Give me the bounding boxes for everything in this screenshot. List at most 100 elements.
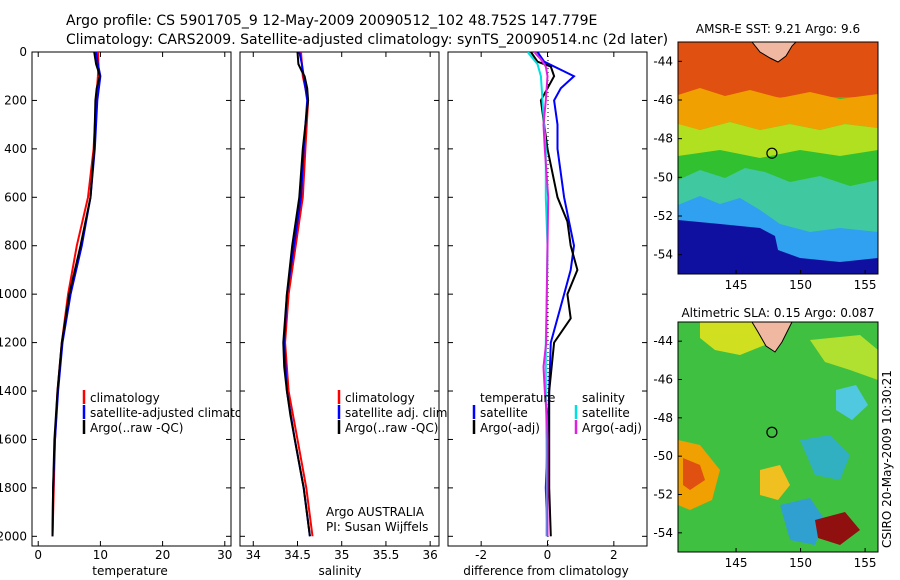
header-line2: Climatology: CARS2009. Satellite-adjuste… <box>66 32 668 48</box>
legend-label-sal-satellite: satellite <box>582 406 630 420</box>
salinity-axes-frame <box>239 51 440 547</box>
y-tick-label: 1600 <box>0 432 27 446</box>
x-tick-label: 30 <box>217 548 232 562</box>
sst-teal-band <box>678 168 878 248</box>
temperature-xlabel: temperature <box>92 564 167 578</box>
sla-map-field <box>678 322 878 552</box>
argo-float-marker <box>766 147 778 159</box>
sla-map-panel: Altimetric SLA: 0.15 Argo: 0.087 145 150 1… <box>653 306 879 570</box>
map-x-tick-label: 150 <box>789 556 812 570</box>
x-tick-label: 0 <box>544 548 552 562</box>
map-x-tick-label: 155 <box>854 556 877 570</box>
sst-yellow-band <box>678 122 878 158</box>
sst-map-frame <box>677 41 879 275</box>
map-y-tick-label: -48 <box>653 132 673 146</box>
map-y-tick-label: -54 <box>653 526 673 540</box>
x-tick-label: 10 <box>93 548 108 562</box>
sla-orange-mid <box>760 465 790 500</box>
x-tick-label: 2 <box>610 548 618 562</box>
map-y-tick-label: -44 <box>653 334 673 348</box>
temperature-panel: 0 10 20 30 0 200 400 600 800 1000 1200 1400 1600 1800… <box>0 45 268 578</box>
sst-map-ticks: 145 150 155 -44 -46 -48 -50 -52 -54 <box>653 54 876 292</box>
csiro-timestamp: CSIRO 20-May-2009 10:30:21 <box>880 370 894 548</box>
sla-dark-red <box>815 512 860 545</box>
sla-red-west <box>683 458 705 490</box>
map-x-tick-label: 150 <box>789 278 812 292</box>
difference-xlabel: difference from climatology <box>463 564 629 578</box>
legend-label-sal-argo: Argo(-adj) <box>582 421 642 435</box>
x-tick-label: -2 <box>475 548 487 562</box>
x-tick-label: 35 <box>334 548 349 562</box>
series-line <box>51 52 101 537</box>
map-y-tick-label: -52 <box>653 488 673 502</box>
sla-cyan-1 <box>800 435 850 480</box>
difference-lines <box>526 52 579 537</box>
map-y-tick-label: -46 <box>653 93 673 107</box>
temperature-axes-frame <box>31 51 232 547</box>
map-y-tick-label: -52 <box>653 209 673 223</box>
y-tick-label: 0 <box>19 45 27 59</box>
header-line1: Argo profile: CS 5901705_9 12-May-2009 2… <box>66 13 597 29</box>
sla-map-title: Altimetric SLA: 0.15 Argo: 0.087 <box>681 306 874 320</box>
difference-legend: temperature salinity satellite Argo(-adj… <box>472 391 642 435</box>
map-x-tick-label: 145 <box>725 278 748 292</box>
x-tick-label: 36 <box>423 548 438 562</box>
series-line <box>282 52 311 537</box>
argo-float-marker <box>766 426 778 438</box>
legend-label-argo: Argo(..raw -QC) <box>90 421 183 435</box>
x-tick-label: 0 <box>34 548 42 562</box>
salinity-lines <box>282 52 314 537</box>
map-y-tick-label: -54 <box>653 248 673 262</box>
map-y-tick-label: -46 <box>653 373 673 387</box>
temperature-ticks: 0 10 20 30 0 200 400 600 800 1000 1200 1400 1600 1800… <box>0 45 232 562</box>
legend-label-climatology: climatology <box>345 391 415 405</box>
x-tick-label: 34.5 <box>284 548 311 562</box>
x-tick-label: 20 <box>155 548 170 562</box>
sst-map-title: AMSR-E SST: 9.21 Argo: 9.6 <box>696 22 860 36</box>
x-tick-label: 35.5 <box>373 548 400 562</box>
y-tick-label: 600 <box>4 190 27 204</box>
sla-cyan-2 <box>780 498 825 545</box>
series-line <box>530 52 579 537</box>
map-y-tick-label: -50 <box>653 449 673 463</box>
temperature-legend: climatology satellite-adjusted climatolo… <box>82 390 268 435</box>
salinity-legend: climatology satellite adj. clim. Argo(..… <box>337 390 451 435</box>
map-y-tick-label: -48 <box>653 411 673 425</box>
y-tick-label: 1000 <box>0 287 27 301</box>
sst-dark-blue <box>678 220 878 274</box>
y-tick-label: 800 <box>4 239 27 253</box>
annotation-line2: PI: Susan Wijffels <box>326 520 428 534</box>
sla-map-ticks: 145 150 155 -44 -46 -48 -50 -52 -54 <box>653 334 876 570</box>
sst-orange-band <box>678 88 878 130</box>
legend-label-satellite-adj: satellite adj. clim. <box>345 406 451 420</box>
sla-yellow-north <box>700 322 765 355</box>
y-tick-label: 400 <box>4 142 27 156</box>
sst-map-field <box>678 42 878 274</box>
difference-panel: -2 0 2 difference from climatology tempera… <box>447 51 648 578</box>
y-tick-label: 1200 <box>0 336 27 350</box>
salinity-ticks: 34 34.5 35 35.5 36 <box>240 51 439 562</box>
tasmania-land <box>751 322 793 353</box>
sla-cyan-3 <box>836 385 868 420</box>
sla-yellow-ne <box>810 335 878 380</box>
tasmania-land <box>751 42 797 63</box>
annotation-line1: Argo AUSTRALIA <box>326 505 425 519</box>
legend-label-argo: Argo(..raw -QC) <box>345 421 438 435</box>
temperature-lines <box>51 52 102 537</box>
y-tick-label: 1800 <box>0 481 27 495</box>
map-x-tick-label: 145 <box>725 556 748 570</box>
map-y-tick-label: -44 <box>653 54 673 68</box>
legend-label-satellite-adjusted: satellite-adjusted climatology <box>90 406 268 420</box>
map-y-tick-label: -50 <box>653 170 673 184</box>
difference-ticks: -2 0 2 <box>448 51 647 562</box>
sst-map-panel: AMSR-E SST: 9.21 Argo: 9.6 145 150 155 -44 -… <box>653 22 879 292</box>
legend-label-temp-satellite: satellite <box>480 406 528 420</box>
legend-label-climatology: climatology <box>90 391 160 405</box>
series-line <box>533 52 550 537</box>
x-tick-label: 34 <box>246 548 261 562</box>
map-x-tick-label: 155 <box>854 278 877 292</box>
legend-label-temp-argo: Argo(-adj) <box>480 421 540 435</box>
y-tick-label: 200 <box>4 93 27 107</box>
legend-title-temperature: temperature <box>480 391 555 405</box>
